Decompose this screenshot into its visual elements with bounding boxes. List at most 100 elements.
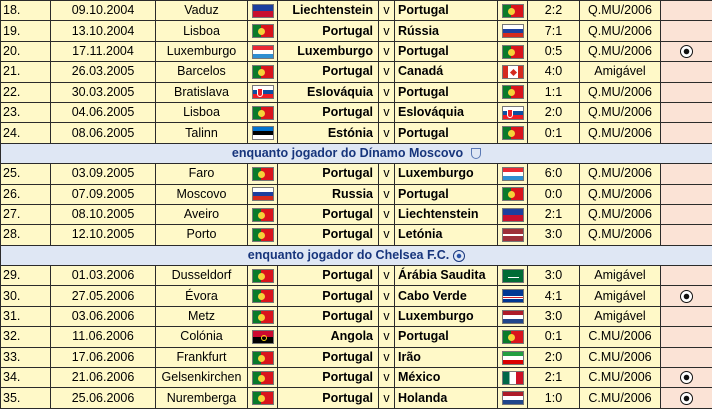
match-score: 2:1 <box>527 367 580 389</box>
versus-label: v <box>378 0 395 22</box>
match-score: 2:1 <box>527 203 580 226</box>
away-flag-cell <box>497 40 528 63</box>
chelsea-crest-icon <box>453 249 466 262</box>
match-date: 30.03.2005 <box>50 81 156 103</box>
home-team: Estónia <box>277 122 379 144</box>
home-team: Portugal <box>277 101 379 124</box>
competition: Q.MU/2006 <box>579 203 661 226</box>
match-city: Aveiro <box>155 203 248 226</box>
away-flag-cell <box>497 163 528 185</box>
match-city: Barcelos <box>155 61 248 83</box>
away-flag-cell <box>497 81 528 103</box>
portugal-flag-icon <box>251 167 274 182</box>
section-title: enquanto jogador do Chelsea F.C. <box>247 247 450 262</box>
russia-flag-icon <box>501 24 524 39</box>
match-score: 0:5 <box>527 40 580 63</box>
versus-label: v <box>378 61 395 83</box>
match-row: 35. 25.06.2006 Nuremberga Portugal v Holanda 1… <box>0 387 712 409</box>
away-flag-cell <box>497 183 528 205</box>
section-header-row: enquanto jogador do Chelsea F.C. <box>0 244 712 267</box>
match-row: 27. 08.10.2005 Aveiro Portugal v Liechtenstei… <box>0 203 712 226</box>
match-city: Gelsenkirchen <box>155 367 248 389</box>
match-date: 03.06.2006 <box>50 305 156 328</box>
versus-label: v <box>378 265 395 287</box>
section-header: enquanto jogador do Chelsea F.C. <box>0 244 712 267</box>
saudi-flag-icon <box>501 268 524 283</box>
match-date: 03.09.2005 <box>50 163 156 185</box>
match-date: 17.06.2006 <box>50 346 156 369</box>
capeverde-flag-icon <box>501 289 524 304</box>
match-row: 22. 30.03.2005 Bratislava Eslováquia v Portug… <box>0 81 712 103</box>
away-flag-cell <box>497 285 528 307</box>
match-row: 26. 07.09.2005 Moscovo Russia v Portugal 0:0 Q.… <box>0 183 712 205</box>
away-team: Portugal <box>394 40 498 63</box>
home-team: Portugal <box>277 163 379 185</box>
football-icon <box>680 45 693 59</box>
competition: Q.MU/2006 <box>579 0 661 22</box>
versus-label: v <box>378 183 395 205</box>
match-number: 32. <box>0 326 51 348</box>
competition: Q.MU/2006 <box>579 81 661 103</box>
away-flag-cell <box>497 224 528 246</box>
match-number: 18. <box>0 0 51 22</box>
match-row: 25. 03.09.2005 Faro Portugal v Luxemburgo 6:0 Q… <box>0 163 712 185</box>
away-flag-cell <box>497 203 528 226</box>
match-date: 04.06.2005 <box>50 101 156 124</box>
match-city: Porto <box>155 224 248 246</box>
home-team: Portugal <box>277 20 379 42</box>
home-flag-cell <box>247 387 278 409</box>
competition: Q.MU/2006 <box>579 101 661 124</box>
match-score: 0:0 <box>527 183 580 205</box>
portugal-flag-icon <box>251 370 274 385</box>
goal-marker-cell <box>660 40 712 63</box>
portugal-flag-icon <box>251 289 274 304</box>
competition: Q.MU/2006 <box>579 163 661 185</box>
away-team: Irão <box>394 346 498 369</box>
away-flag-cell <box>497 122 528 144</box>
home-flag-cell <box>247 305 278 328</box>
home-flag-cell <box>247 163 278 185</box>
versus-label: v <box>378 81 395 103</box>
goal-marker-cell <box>660 326 712 348</box>
versus-label: v <box>378 40 395 63</box>
match-city: Colónia <box>155 326 248 348</box>
match-score: 0:1 <box>527 326 580 348</box>
match-date: 25.06.2006 <box>50 387 156 409</box>
versus-label: v <box>378 285 395 307</box>
match-number: 34. <box>0 367 51 389</box>
portugal-flag-icon <box>251 268 274 283</box>
away-team: Árábia Saudita <box>394 265 498 287</box>
match-row: 31. 03.06.2006 Metz Portugal v Luxemburgo 3:0 A… <box>0 305 712 328</box>
competition: C.MU/2006 <box>579 346 661 369</box>
away-team: Portugal <box>394 122 498 144</box>
match-row: 30. 27.05.2006 Évora Portugal v Cabo Verde 4:1… <box>0 285 712 307</box>
competition: Q.MU/2006 <box>579 20 661 42</box>
match-row: 24. 08.06.2005 Talinn Estónia v Portugal 0:1 Q.… <box>0 122 712 144</box>
portugal-flag-icon <box>251 24 274 39</box>
portugal-flag-icon <box>251 391 274 406</box>
match-score: 3:0 <box>527 224 580 246</box>
competition: Q.MU/2006 <box>579 122 661 144</box>
match-city: Talinn <box>155 122 248 144</box>
competition: Q.MU/2006 <box>579 224 661 246</box>
home-team: Portugal <box>277 265 379 287</box>
match-number: 19. <box>0 20 51 42</box>
match-city: Dusseldorf <box>155 265 248 287</box>
canada-flag-icon <box>501 65 524 80</box>
away-flag-cell <box>497 326 528 348</box>
home-flag-cell <box>247 367 278 389</box>
goal-marker-cell <box>660 101 712 124</box>
section-header: enquanto jogador do Dínamo Moscovo <box>0 142 712 165</box>
football-icon <box>680 391 693 405</box>
match-number: 30. <box>0 285 51 307</box>
away-team: Holanda <box>394 387 498 409</box>
portugal-flag-icon <box>501 126 524 141</box>
liechtenstein-flag-icon <box>251 3 274 18</box>
home-team: Eslováquia <box>277 81 379 103</box>
home-flag-cell <box>247 346 278 369</box>
match-number: 23. <box>0 101 51 124</box>
away-team: Letónia <box>394 224 498 246</box>
match-row: 33. 17.06.2006 Frankfurt Portugal v Irão 2:0 C.… <box>0 346 712 369</box>
